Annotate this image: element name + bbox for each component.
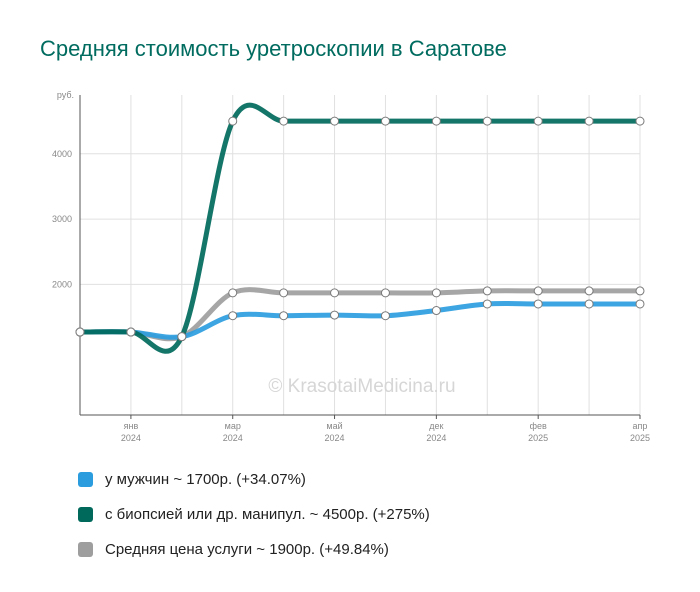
- legend-swatch-average: [78, 542, 93, 557]
- data-point-1: [228, 116, 238, 126]
- legend-label-men: у мужчин ~ 1700р. (+34.07%): [105, 471, 306, 488]
- line-chart: 2000 3000 4000 руб. янв 2024 мар 2024 май 2024 дек…: [52, 90, 650, 443]
- data-point-1: [635, 116, 645, 126]
- data-point-1: [126, 327, 136, 337]
- x-tick-label-year: 2025: [528, 433, 548, 443]
- data-point-2: [482, 286, 492, 296]
- data-point-1: [177, 332, 187, 342]
- y-axis-unit-label: руб.: [57, 90, 74, 100]
- data-point-1: [279, 116, 289, 126]
- legend-item-men[interactable]: у мужчин ~ 1700р. (+34.07%): [78, 462, 430, 497]
- x-tick-label-month: янв: [124, 421, 139, 431]
- data-point-0: [584, 299, 594, 309]
- data-point-2: [228, 288, 238, 298]
- legend-swatch-men: [78, 472, 93, 487]
- data-point-2: [431, 288, 441, 298]
- data-point-2: [330, 288, 340, 298]
- data-point-2: [533, 286, 543, 296]
- data-point-0: [279, 311, 289, 321]
- data-point-0: [482, 299, 492, 309]
- data-point-2: [635, 286, 645, 296]
- data-point-1: [431, 116, 441, 126]
- legend-item-biopsy[interactable]: с биопсией или др. манипул. ~ 4500р. (+2…: [78, 497, 430, 532]
- data-point-0: [533, 299, 543, 309]
- data-point-1: [533, 116, 543, 126]
- data-point-2: [584, 286, 594, 296]
- x-tick-label-month: фев: [530, 421, 547, 431]
- data-point-0: [380, 311, 390, 321]
- x-tick-label-year: 2024: [121, 433, 141, 443]
- data-point-0: [330, 310, 340, 320]
- x-tick-label-month: мар: [225, 421, 241, 431]
- y-tick-label: 3000: [52, 214, 72, 224]
- data-point-0: [635, 299, 645, 309]
- data-point-1: [584, 116, 594, 126]
- legend-label-biopsy: с биопсией или др. манипул. ~ 4500р. (+2…: [105, 506, 430, 523]
- data-point-1: [330, 116, 340, 126]
- legend-item-average[interactable]: Средняя цена услуги ~ 1900р. (+49.84%): [78, 532, 430, 567]
- legend-swatch-biopsy: [78, 507, 93, 522]
- watermark: © KrasotaiMedicina.ru: [268, 376, 455, 397]
- legend: у мужчин ~ 1700р. (+34.07%) с биопсией и…: [78, 462, 430, 567]
- x-tick-label-month: апр: [633, 421, 648, 431]
- legend-label-average: Средняя цена услуги ~ 1900р. (+49.84%): [105, 541, 389, 558]
- data-point-1: [482, 116, 492, 126]
- x-tick-label-year: 2025: [630, 433, 650, 443]
- x-tick-label-month: май: [326, 421, 342, 431]
- data-point-1: [380, 116, 390, 126]
- x-tick-label-year: 2024: [325, 433, 345, 443]
- x-tick-label-month: дек: [429, 421, 443, 431]
- data-point-2: [380, 288, 390, 298]
- y-tick-label: 2000: [52, 279, 72, 289]
- data-point-0: [228, 311, 238, 321]
- y-tick-label: 4000: [52, 149, 72, 159]
- x-tick-label-year: 2024: [223, 433, 243, 443]
- data-point-1: [75, 327, 85, 337]
- data-point-2: [279, 288, 289, 298]
- x-tick-label-year: 2024: [426, 433, 446, 443]
- chart-title: Средняя стоимость уретроскопии в Саратов…: [40, 36, 507, 61]
- series-line-0: [77, 301, 643, 340]
- data-point-0: [431, 306, 441, 316]
